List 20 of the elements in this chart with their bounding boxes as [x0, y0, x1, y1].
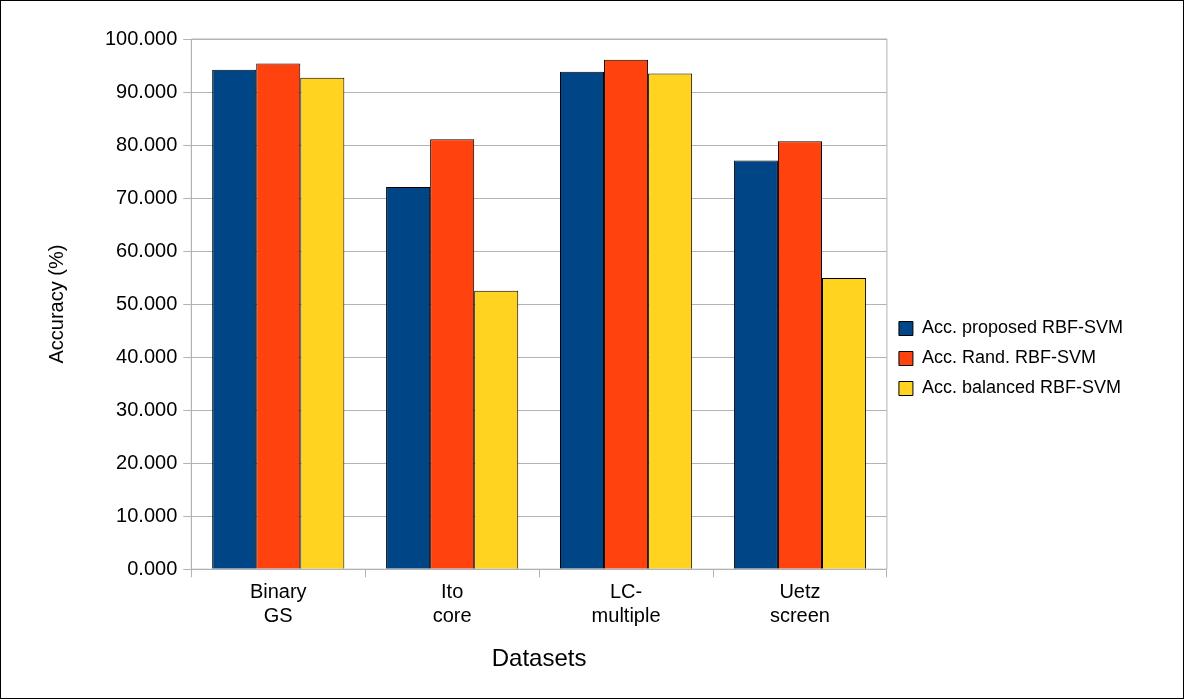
y-tick-label: 80.000 — [116, 132, 178, 155]
x-axis-title: Datasets — [491, 644, 587, 672]
y-tick-label: 60.000 — [116, 238, 178, 261]
x-tick-label: Ito core — [432, 579, 472, 626]
legend-label: Acc. Rand. RBF-SVM — [921, 347, 1096, 368]
legend-label: Acc. proposed RBF-SVM — [921, 317, 1124, 338]
y-tick-label: 90.000 — [116, 79, 178, 102]
y-tick-label: 40.000 — [116, 344, 178, 367]
y-tick-label: 30.000 — [116, 397, 178, 420]
y-axis-title: Accuracy (%) — [44, 244, 67, 364]
y-tick-label: 0.000 — [127, 556, 178, 579]
x-tick-label: Uetz screen — [769, 579, 830, 626]
y-tick-label: 20.000 — [116, 450, 178, 473]
y-tick-label: 100.000 — [105, 26, 178, 49]
y-tick-label: 10.000 — [116, 503, 178, 526]
x-tick-label: Binary GS — [249, 579, 307, 626]
legend-label: Acc. balanced RBF-SVM — [921, 377, 1122, 398]
y-tick-label: 50.000 — [116, 291, 178, 314]
y-tick-label: 70.000 — [116, 185, 178, 208]
x-tick-label: LC-multiple — [591, 579, 661, 626]
